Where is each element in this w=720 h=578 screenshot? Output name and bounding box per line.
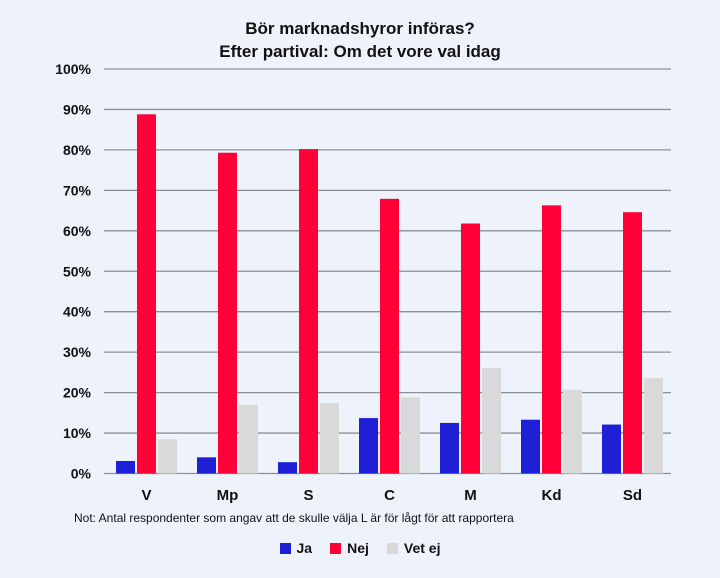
bar-vet-ej-mp [239,404,258,474]
bar-ja-mp [197,457,216,474]
y-tick-label: 60% [63,223,92,239]
legend-label: Vet ej [403,540,441,556]
bar-vet-ej-v [158,439,177,474]
y-tick-label: 50% [63,263,92,279]
legend-label: Nej [347,540,369,556]
bar-vet-ej-m [482,367,501,474]
chart-title-main: Bör marknadshyror införas? [245,19,475,38]
bar-ja-s [278,462,297,474]
bar-nej-s [299,149,318,474]
y-tick-label: 80% [63,142,92,158]
x-tick-label: C [384,487,395,504]
y-tick-label: 40% [63,304,92,320]
bar-nej-kd [542,205,561,474]
x-tick-label: Kd [542,487,562,504]
x-tick-label: V [141,487,151,504]
bar-nej-sd [623,212,642,474]
legend-item-nej: Nej [330,540,369,556]
bar-nej-c [380,198,399,474]
legend-item-vet-ej: Vet ej [386,540,441,556]
chart-title: Bör marknadshyror införas? Efter partiva… [0,17,720,63]
x-tick-label: Sd [623,487,642,504]
y-tick-label: 30% [63,344,92,360]
y-tick-label: 100% [55,61,91,77]
x-tick-label: M [464,487,477,504]
bar-ja-c [359,418,378,474]
y-tick-label: 70% [63,182,92,198]
bar-ja-kd [521,419,540,474]
bar-vet-ej-kd [563,389,582,474]
bar-nej-mp [218,152,237,474]
bar-nej-m [461,223,480,474]
y-tick-label: 10% [63,425,92,441]
y-tick-label: 20% [63,385,92,401]
bar-ja-m [440,422,459,474]
bar-ja-v [116,460,135,474]
bar-vet-ej-s [320,403,339,474]
x-tick-label: Mp [217,487,239,504]
legend-swatch [330,542,342,554]
chart-note: Not: Antal respondenter som angav att de… [74,511,514,525]
legend-item-ja: Ja [279,540,313,556]
bar-ja-sd [602,424,621,474]
bar-vet-ej-c [401,397,420,474]
chart-subtitle: Efter partival: Om det vore val idag [219,42,501,61]
legend: Ja Nej Vet ej [0,540,720,556]
y-tick-label: 90% [63,101,92,117]
y-tick-label: 0% [71,466,92,482]
bar-nej-v [137,114,156,474]
x-tick-label: S [303,487,313,504]
legend-label: Ja [296,540,313,556]
bar-vet-ej-sd [644,378,663,474]
legend-swatch [386,542,398,554]
legend-swatch [279,542,291,554]
